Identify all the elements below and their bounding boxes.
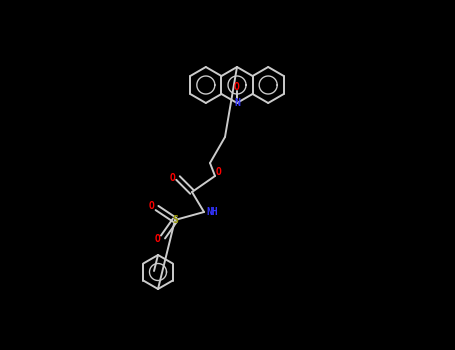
Text: O: O bbox=[170, 173, 176, 183]
Text: N: N bbox=[234, 98, 240, 108]
Text: O: O bbox=[234, 82, 240, 92]
Text: O: O bbox=[216, 167, 222, 177]
Text: NH: NH bbox=[206, 207, 218, 217]
Text: O: O bbox=[155, 234, 161, 244]
Text: S: S bbox=[172, 215, 178, 225]
Text: O: O bbox=[149, 201, 155, 211]
